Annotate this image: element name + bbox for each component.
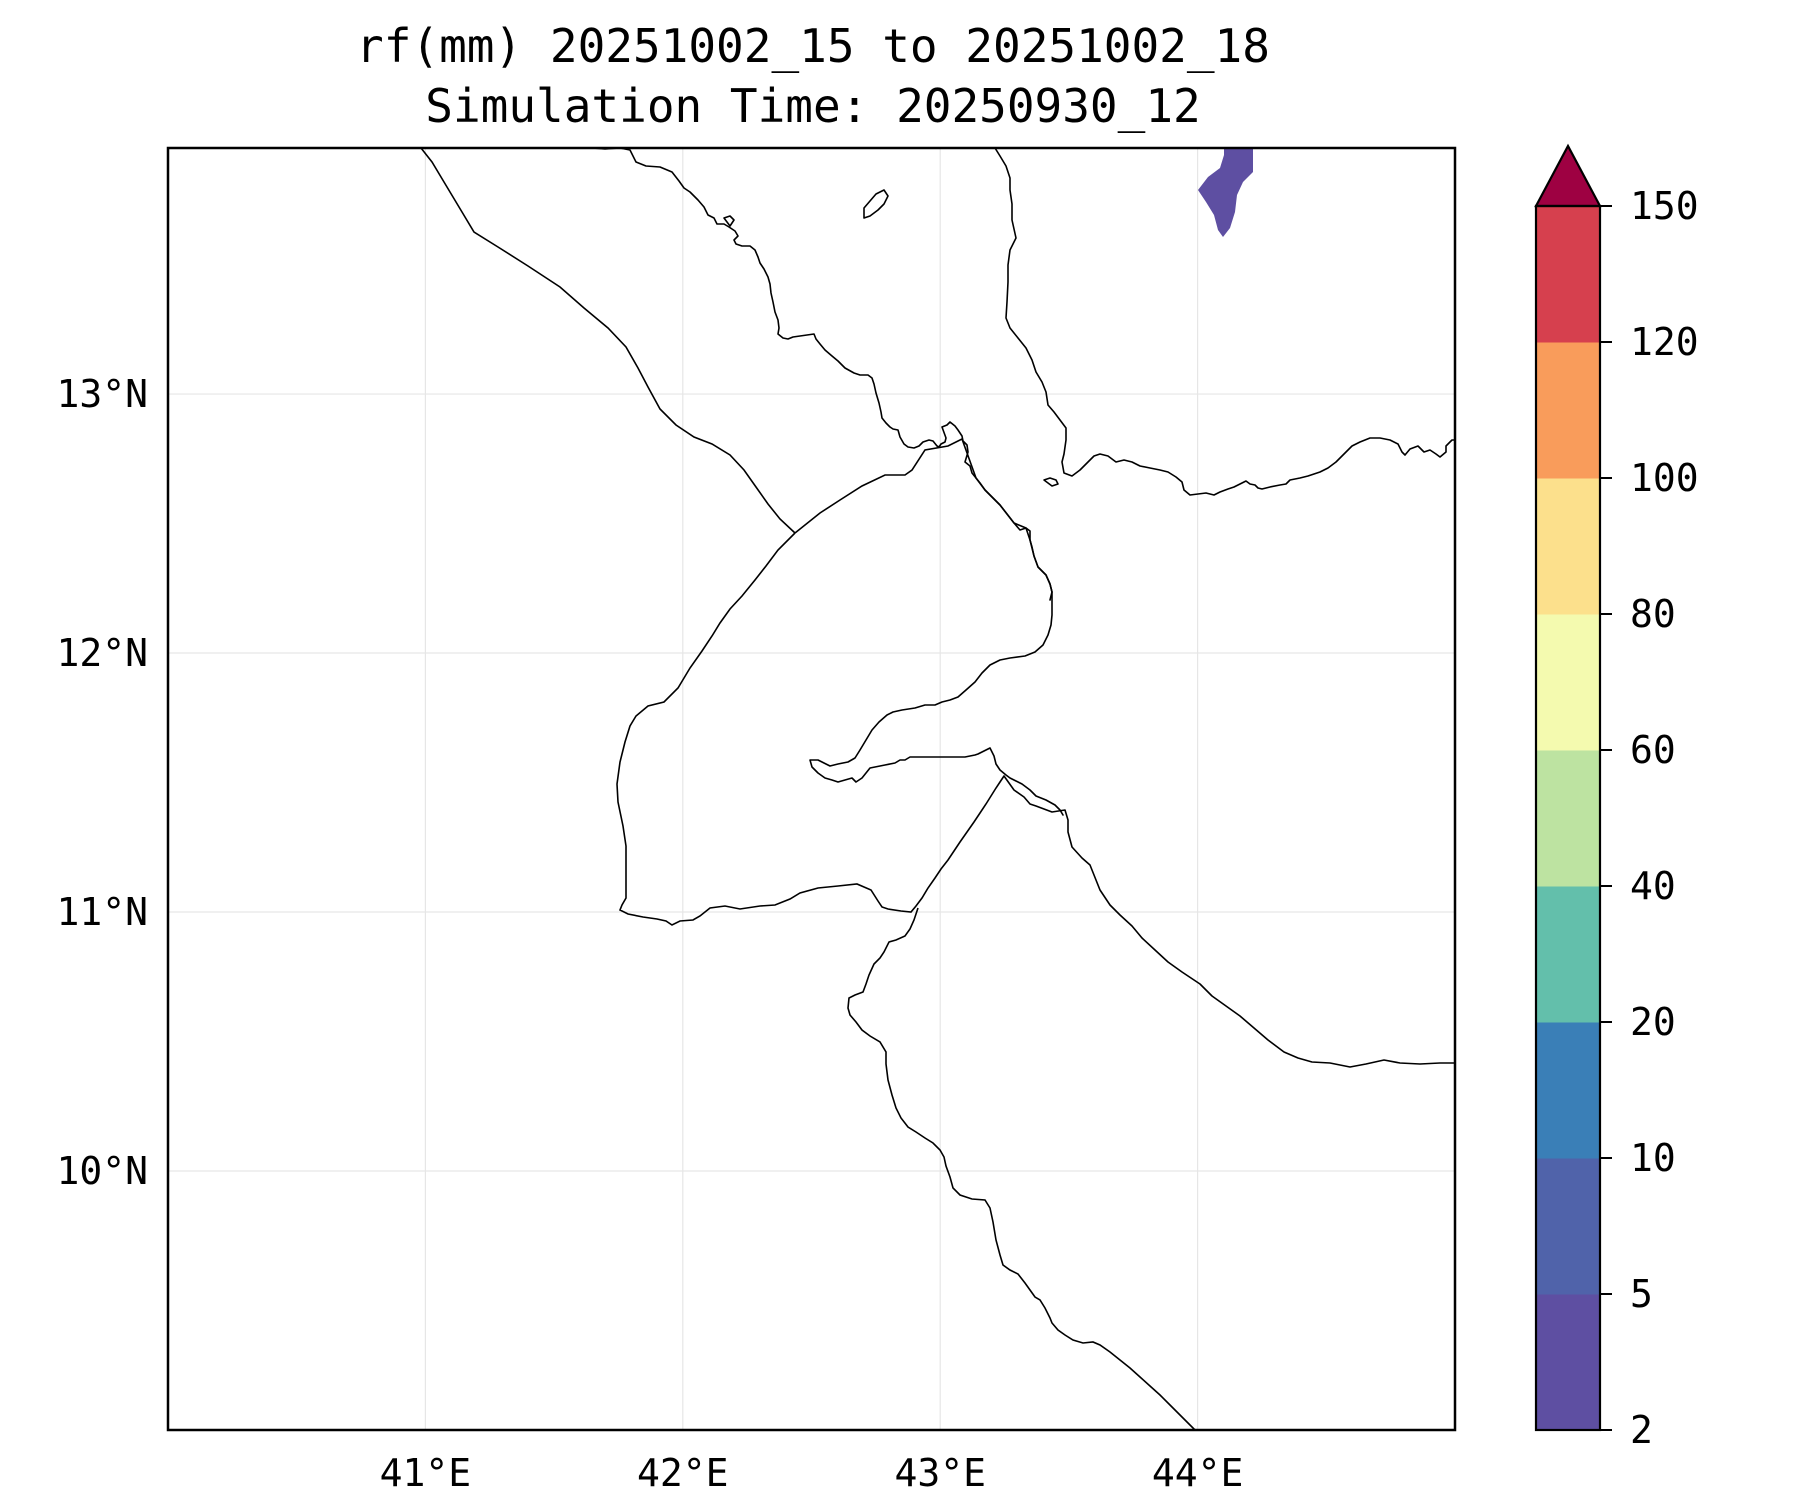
country-border xyxy=(847,907,1196,1430)
map-axes: 41°E 42°E 43°E 44°E 13°N 12°N 11°N 10°N xyxy=(56,146,1457,1495)
colorbar-extend-arrow xyxy=(1534,143,1602,208)
y-tick-label: 13°N xyxy=(56,372,148,416)
coastline xyxy=(1043,477,1059,487)
colorbar-tick-label: 2 xyxy=(1630,1408,1653,1452)
colorbar-bin xyxy=(1536,1158,1600,1295)
colorbar-bin xyxy=(1536,342,1600,479)
colorbar-bin xyxy=(1536,886,1600,1023)
y-axis-ticks: 13°N 12°N 11°N 10°N xyxy=(56,372,148,1193)
colorbar-bin xyxy=(1536,478,1600,615)
map-features xyxy=(420,148,1455,1430)
colorbar-bin xyxy=(1536,206,1600,343)
y-tick-label: 11°N xyxy=(56,890,148,934)
colorbar: 2 5 10 20 40 60 80 100 120 150 xyxy=(1534,143,1699,1452)
country-border xyxy=(616,532,1005,926)
colorbar-tick-label: 80 xyxy=(1630,592,1676,636)
colorbar-bin xyxy=(1536,750,1600,887)
coastline xyxy=(1003,775,1455,1068)
coastline xyxy=(591,148,1053,601)
colorbar-tick-label: 60 xyxy=(1630,728,1676,772)
country-border xyxy=(420,148,796,534)
colorbar-frame xyxy=(1534,204,1602,1432)
colorbar-tick-label: 100 xyxy=(1630,456,1699,500)
map-frame xyxy=(166,146,1457,1432)
colorbar-bin xyxy=(1536,1022,1600,1159)
gridlines xyxy=(168,148,1455,1430)
colorbar-tick-label: 150 xyxy=(1630,184,1699,228)
colorbar-tick-label: 20 xyxy=(1630,1000,1676,1044)
y-tick-label: 12°N xyxy=(56,631,148,675)
coastline xyxy=(723,215,735,227)
x-axis-ticks: 41°E 42°E 43°E 44°E xyxy=(380,1451,1244,1495)
colorbar-bin xyxy=(1536,1294,1600,1431)
x-tick-label: 42°E xyxy=(637,1451,729,1495)
title-line-2: Simulation Time: 20250930_12 xyxy=(425,79,1200,133)
x-tick-label: 43°E xyxy=(894,1451,986,1495)
y-tick-label: 10°N xyxy=(56,1149,148,1193)
title-line-1: rf(mm) 20251002_15 to 20251002_18 xyxy=(356,19,1270,73)
rainfall-patch xyxy=(1198,148,1253,237)
country-border xyxy=(794,437,977,534)
figure-title: rf(mm) 20251002_15 to 20251002_18 Simula… xyxy=(356,19,1270,133)
colorbar-tick-label: 10 xyxy=(1630,1136,1676,1180)
colorbar-tick-label: 40 xyxy=(1630,864,1676,908)
x-tick-label: 41°E xyxy=(380,1451,472,1495)
colorbar-tick-label: 120 xyxy=(1630,320,1699,364)
x-tick-label: 44°E xyxy=(1152,1451,1244,1495)
colorbar-tick-label: 5 xyxy=(1630,1272,1653,1316)
coastline xyxy=(863,189,889,219)
coastline xyxy=(809,477,1064,816)
colorbar-bin xyxy=(1536,614,1600,751)
coastline xyxy=(994,148,1455,496)
